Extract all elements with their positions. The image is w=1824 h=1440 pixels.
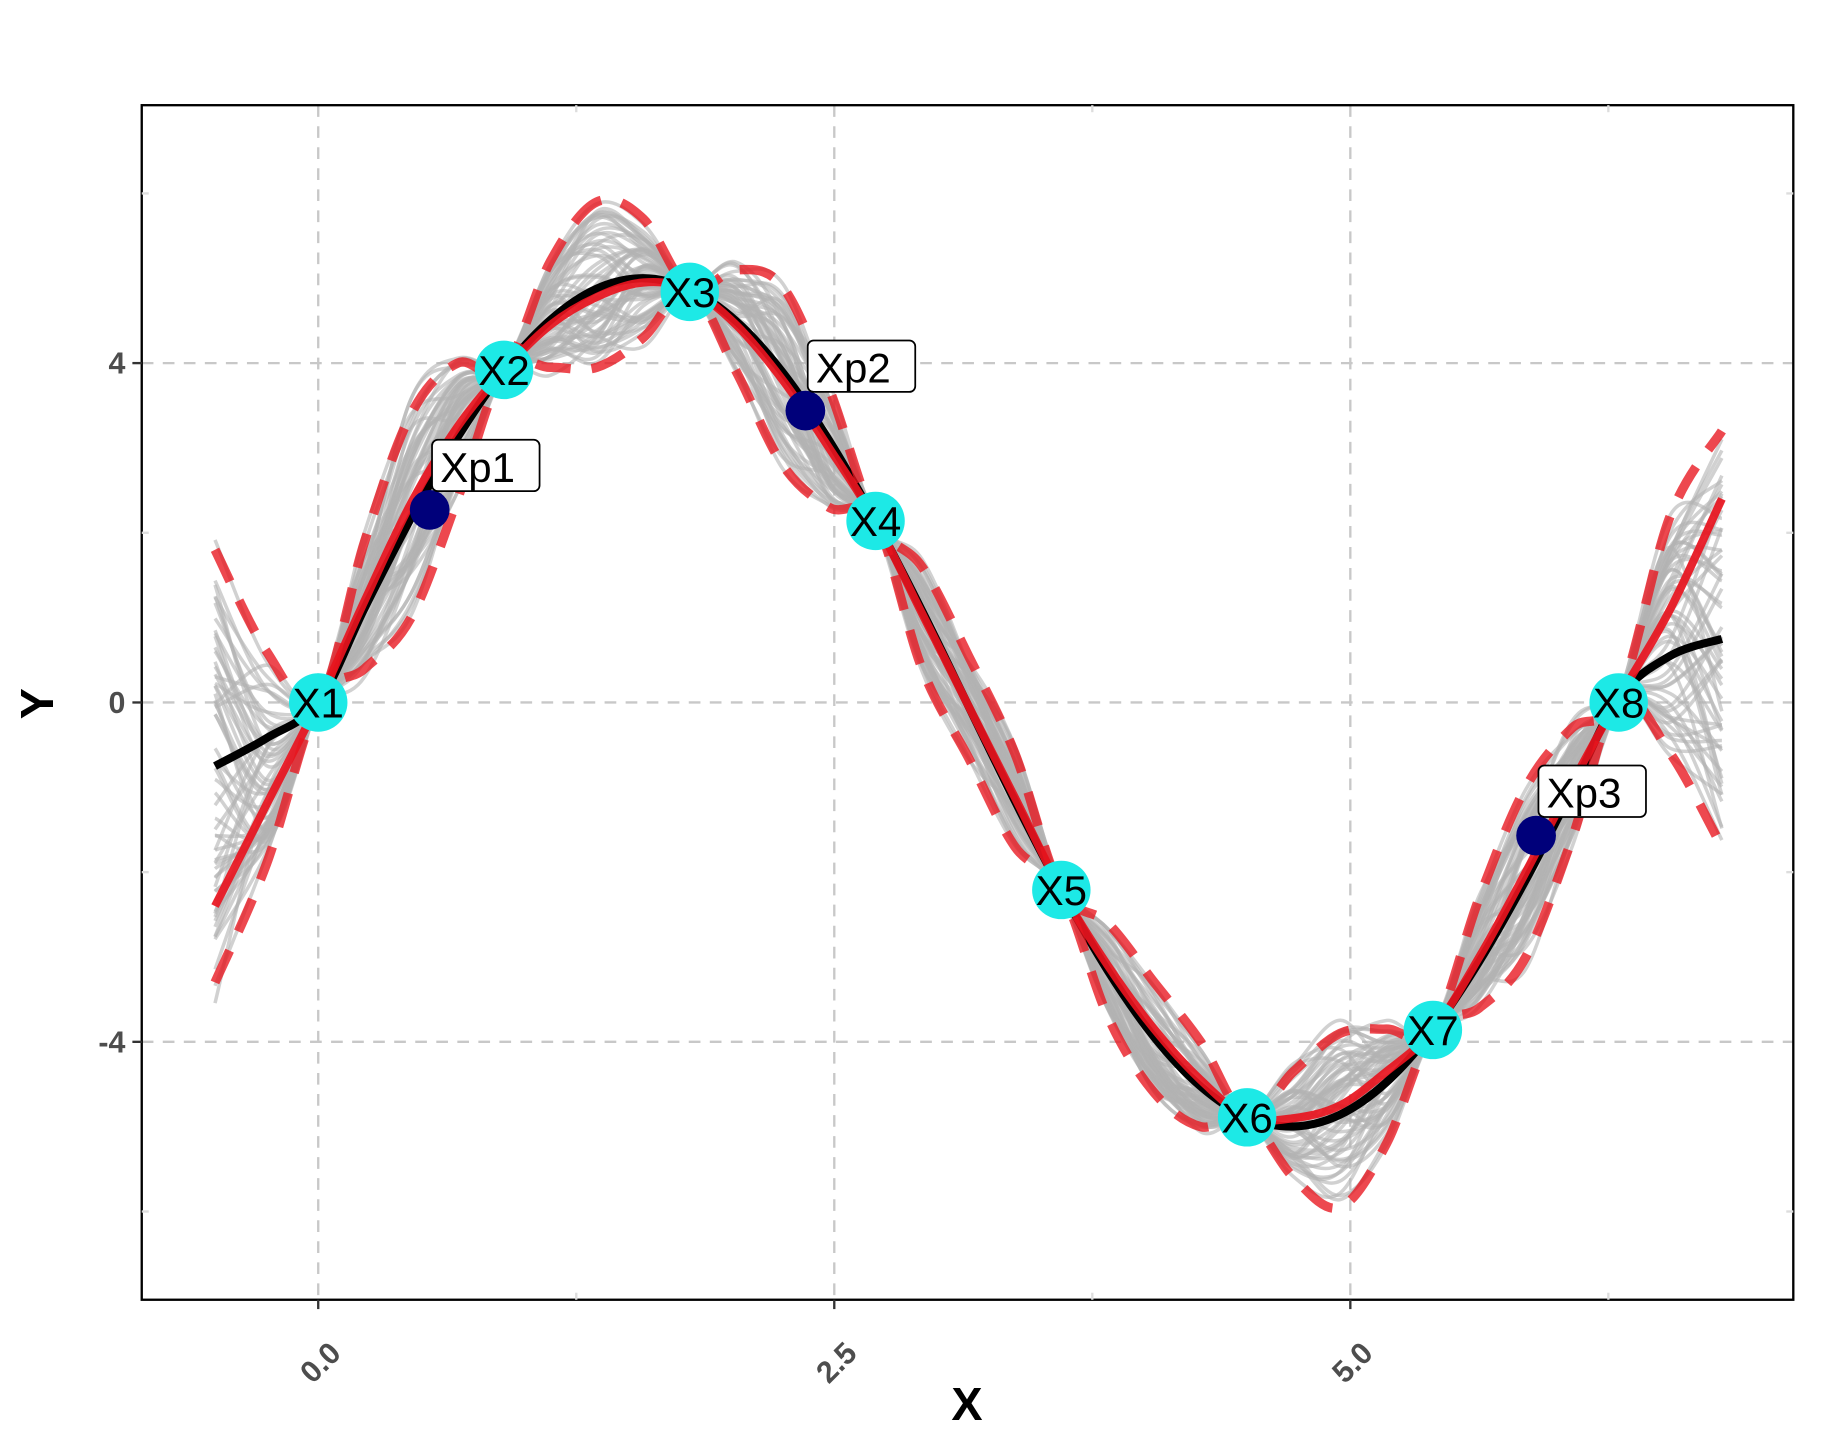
observed-point (1589, 673, 1648, 732)
observed-point-label: X8 (1593, 680, 1644, 727)
axis-ticks: 0.0 2.5 5.0 4 0 -4 (98, 105, 1794, 1390)
fit-curve (211, 277, 1726, 1125)
points: X1 X2 X3 X4 X5 X6 X7 X8 Xp1 Xp2 Xp3 (289, 262, 1648, 1147)
plot-frame (140, 104, 1795, 1301)
observed-point-label: X2 (478, 347, 529, 394)
observed-point (474, 340, 534, 400)
observed-point-label: X7 (1407, 1007, 1458, 1054)
observed-point (1403, 1000, 1463, 1060)
x-axis-label: X (951, 1378, 982, 1430)
y-axis-label: Y (11, 688, 63, 719)
observed-point (660, 262, 720, 322)
prediction-point (409, 490, 450, 530)
observed-point-label: X4 (850, 498, 901, 545)
observed-point (846, 491, 905, 551)
y-tick-label: 0 (108, 686, 125, 720)
prediction-point-label: Xp1 (440, 444, 515, 491)
sample-curve (213, 287, 1724, 1125)
observed-point-label: X3 (664, 269, 715, 316)
prediction-label-box (1537, 764, 1647, 818)
prediction-point (1516, 815, 1556, 856)
observed-point (1032, 860, 1091, 920)
series-lines (210, 194, 1726, 1213)
observed-point-label: X1 (293, 680, 344, 727)
observed-point-label: X6 (1221, 1095, 1272, 1142)
y-tick-label: -4 (98, 1025, 125, 1059)
observed-point-label: X5 (1036, 867, 1087, 914)
sample-curve (213, 287, 1724, 1119)
lower-band-curve (210, 284, 1726, 1213)
x-tick-label: 5.0 (1326, 1336, 1380, 1390)
x-tick-label: 0.0 (294, 1336, 348, 1390)
prediction-point (785, 390, 826, 431)
y-tick-label: 4 (108, 347, 125, 381)
prediction-point-label: Xp3 (1547, 770, 1622, 817)
upper-band-curve (210, 194, 1726, 1123)
observed-point (1217, 1088, 1277, 1147)
observed-point (289, 673, 348, 732)
x-tick-label: 2.5 (810, 1336, 864, 1390)
prediction-label-box (806, 339, 917, 393)
prediction-label-box (431, 438, 541, 493)
prediction-point-label: Xp2 (816, 345, 891, 392)
